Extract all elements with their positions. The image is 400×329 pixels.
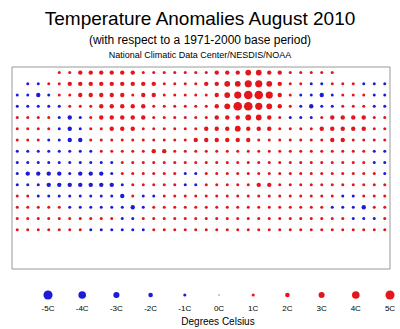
svg-text:-2C: -2C [144, 304, 157, 313]
svg-text:-4C: -4C [76, 304, 89, 313]
svg-text:2C: 2C [282, 304, 292, 313]
html-text:Temperature Anomalies August 2: Temperature Anomalies August 2010 [44, 8, 356, 29]
svg-text:5C: 5C [385, 304, 392, 313]
svg-text:0C: 0C [214, 304, 224, 313]
svg-text:-3C: -3C [110, 304, 123, 313]
svg-text:4C: 4C [351, 304, 361, 313]
html-text:(with respect to a 1971-2000 b: (with respect to a 1971-2000 base period… [88, 33, 312, 47]
svg-text:Degrees Celsius: Degrees Celsius [181, 316, 254, 327]
svg-text:-5C: -5C [42, 304, 55, 313]
svg-text:1C: 1C [248, 304, 258, 313]
html-text:National Climatic Data Center/: National Climatic Data Center/NESDIS/NOA… [108, 50, 292, 60]
svg-text:3C: 3C [316, 304, 326, 313]
svg-text:-1C: -1C [178, 304, 191, 313]
